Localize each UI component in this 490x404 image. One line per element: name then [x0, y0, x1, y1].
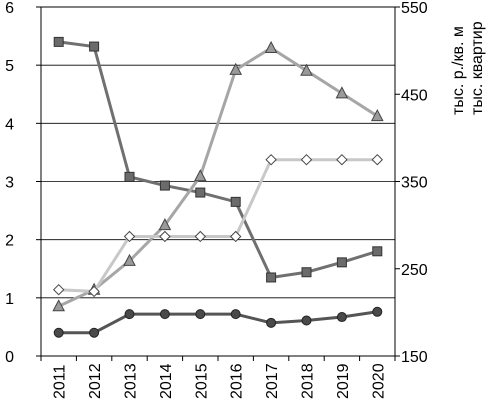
data-point [301, 315, 312, 326]
data-point [266, 272, 277, 283]
data-point [336, 312, 347, 323]
series-diamond [52, 153, 384, 298]
data-point [159, 309, 170, 320]
x-tick-label: 2017 [264, 363, 281, 399]
y-left-tick-label: 3 [5, 175, 14, 192]
y-left-ticks: 0 1 2 3 4 5 6 [5, 0, 41, 366]
y-right-tick-label: 150 [401, 349, 428, 366]
y-right-tick-label: 250 [401, 262, 428, 279]
data-point [230, 196, 241, 207]
data-point [372, 246, 383, 257]
y-left-tick-label: 0 [5, 349, 14, 366]
y-right-tick-label: 550 [401, 0, 428, 17]
series-square [53, 36, 383, 283]
y-left-tick-label: 2 [5, 233, 14, 250]
data-point [371, 153, 384, 166]
series-line [58, 40, 378, 280]
y-left-tick-label: 1 [5, 291, 14, 308]
data-point [336, 257, 347, 268]
data-point [230, 309, 241, 320]
data-point [123, 253, 136, 266]
data-point [195, 187, 206, 198]
x-tick-label: 2011 [52, 364, 69, 399]
data-point [229, 230, 242, 243]
x-tick-label: 2016 [229, 363, 246, 399]
data-point [53, 36, 64, 47]
x-tick-label: 2014 [158, 363, 175, 399]
data-point [265, 153, 277, 166]
data-point [336, 153, 348, 166]
data-point [301, 267, 312, 278]
data-point [159, 230, 171, 243]
data-point [89, 41, 100, 52]
data-point [194, 230, 207, 243]
series [52, 36, 384, 338]
data-point [52, 283, 65, 296]
y-right-tick-label: 350 [401, 175, 428, 192]
data-point [266, 317, 277, 328]
data-point [335, 86, 349, 99]
data-point [89, 327, 100, 338]
data-point [370, 108, 384, 122]
series-circle [53, 306, 383, 338]
y-right-ticks: 150 250 350 450 550 [395, 0, 428, 366]
x-tick-label: 2019 [335, 363, 352, 399]
series-line [58, 46, 379, 308]
x-tick-label: 2012 [87, 363, 104, 399]
data-point [53, 327, 64, 338]
y-right-label-1: тыс. р./кв. м [450, 26, 467, 115]
data-point [300, 63, 313, 76]
x-tick-label: 2013 [123, 363, 140, 399]
data-point [195, 309, 206, 320]
data-point [123, 230, 136, 243]
y-left-tick-label: 4 [5, 116, 14, 133]
data-point [52, 299, 66, 312]
data-point [193, 169, 207, 182]
series-line [58, 158, 378, 293]
y-left-tick-label: 5 [5, 58, 14, 75]
data-point [264, 40, 278, 54]
data-point [88, 285, 100, 298]
x-ticks: 2011 2012 2013 2014 2015 2016 2017 2018 2019 2020 [40, 356, 396, 399]
x-tick-label: 2015 [193, 363, 210, 399]
x-tick-label: 2020 [370, 363, 387, 399]
data-point [372, 306, 383, 317]
x-tick-label: 2018 [300, 363, 317, 399]
y-left-tick-label: 6 [5, 0, 14, 17]
data-point [124, 171, 135, 182]
data-point [229, 62, 243, 75]
series-line [58, 310, 378, 335]
data-point [158, 218, 172, 231]
y-right-label-2: тыс. квартир [469, 21, 486, 115]
data-point [159, 180, 170, 191]
y-right-tick-label: 450 [401, 87, 428, 104]
data-point [124, 309, 135, 320]
data-point [300, 153, 313, 166]
